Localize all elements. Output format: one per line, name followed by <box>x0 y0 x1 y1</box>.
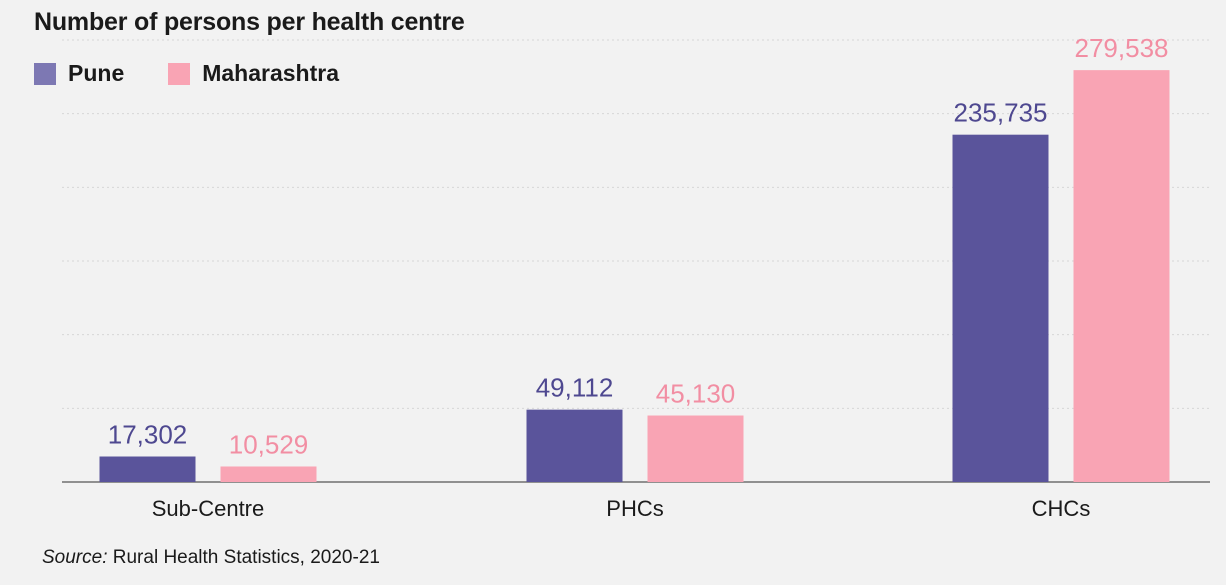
bar-pune-phcs <box>526 409 623 482</box>
data-label-pune-phcs: 49,112 <box>536 373 614 403</box>
x-tick-label: CHCs <box>1032 496 1091 521</box>
bar-maharashtra-sub-centre <box>220 466 317 482</box>
chart-title: Number of persons per health centre <box>34 8 465 36</box>
source-note: Source: Rural Health Statistics, 2020-21 <box>42 547 380 569</box>
data-label-pune-chcs: 235,735 <box>954 98 1048 128</box>
data-label-maharashtra-sub-centre: 10,529 <box>229 429 309 459</box>
x-tick-label: Sub-Centre <box>152 496 265 521</box>
bar-maharashtra-phcs <box>647 415 744 482</box>
bar-pune-sub-centre <box>99 456 196 482</box>
legend-item-maharashtra: Maharashtra <box>168 60 339 87</box>
source-prefix: Source: <box>42 547 108 568</box>
bar-pune-chcs <box>952 134 1049 482</box>
legend-swatch-pune <box>34 62 56 85</box>
legend-swatch-maharashtra <box>168 62 191 85</box>
data-label-pune-sub-centre: 17,302 <box>108 420 188 450</box>
legend-label-pune: Pune <box>68 60 125 86</box>
legend-item-pune: Pune <box>34 60 124 87</box>
bar-maharashtra-chcs <box>1073 70 1170 483</box>
source-text: Rural Health Statistics, 2020-21 <box>107 547 380 568</box>
x-tick-label: PHCs <box>606 496 663 521</box>
legend-label-maharashtra: Maharashtra <box>202 60 340 86</box>
legend: Pune Maharashtra <box>34 60 383 87</box>
data-label-maharashtra-chcs: 279,538 <box>1075 33 1169 63</box>
data-label-maharashtra-phcs: 45,130 <box>656 379 736 409</box>
